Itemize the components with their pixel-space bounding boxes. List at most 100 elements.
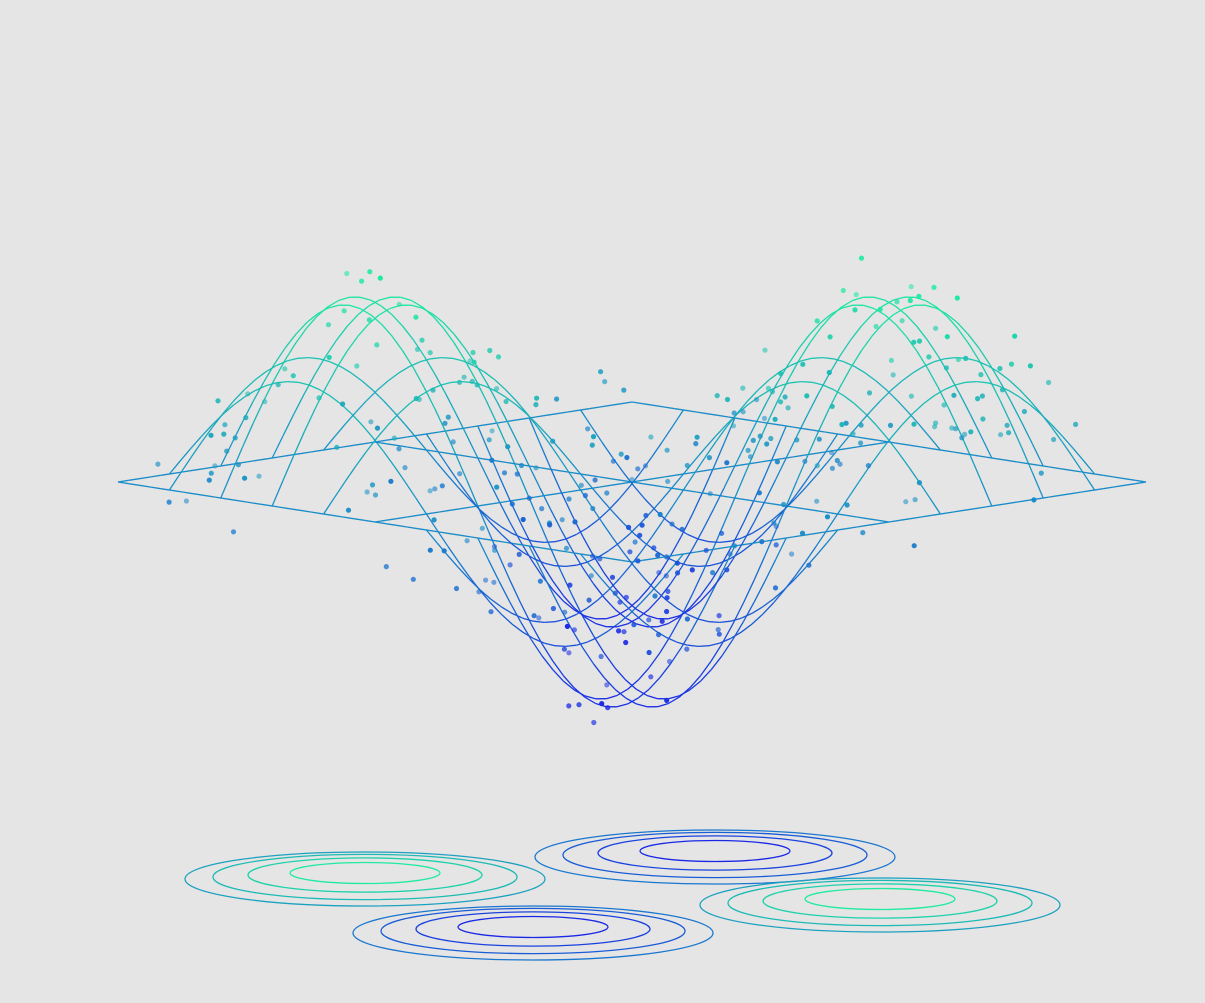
- scatter-point: [562, 609, 568, 615]
- wire-segment: [755, 401, 768, 423]
- wire-segment: [578, 553, 590, 556]
- wire-segment: [530, 559, 543, 577]
- wire-segment: [374, 441, 386, 445]
- wire-segment: [372, 437, 385, 452]
- wire-segment: [937, 387, 950, 410]
- wire-segment: [511, 543, 524, 553]
- scatter-point: [959, 435, 965, 441]
- scatter-point: [635, 466, 641, 472]
- wire-segment: [560, 571, 573, 596]
- wire-segment: [466, 480, 479, 507]
- wire-segment: [905, 314, 918, 327]
- wire-segment: [824, 529, 836, 533]
- wire-segment: [464, 359, 477, 381]
- wire-segment: [306, 313, 318, 324]
- wire-segment: [528, 465, 541, 489]
- scatter-point: [816, 436, 822, 442]
- wire-segment: [672, 553, 684, 568]
- wire-segment: [530, 543, 543, 565]
- wire-segment: [1049, 466, 1061, 470]
- scatter-point: [814, 498, 820, 504]
- wire-segment: [922, 395, 935, 405]
- scatter-point: [998, 432, 1004, 438]
- wire-segment: [969, 455, 982, 481]
- wire-segment: [490, 518, 502, 528]
- scatter-point: [646, 617, 652, 623]
- wire-segment: [702, 547, 714, 573]
- wire-segment: [999, 381, 1012, 403]
- scatter-point: [858, 422, 864, 428]
- wire-segment: [863, 304, 875, 310]
- wireframe-group: [117, 296, 1147, 708]
- scatter-point: [479, 525, 485, 531]
- wire-segment: [666, 636, 678, 643]
- wire-segment: [1061, 441, 1074, 459]
- wire-segment: [856, 516, 868, 520]
- wire-segment: [875, 380, 888, 391]
- wire-segment: [273, 359, 286, 381]
- wire-segment: [1008, 390, 1020, 398]
- wire-segment: [616, 688, 629, 697]
- scatter-point: [155, 461, 161, 467]
- wire-segment: [644, 578, 657, 591]
- wire-segment: [698, 645, 710, 648]
- wire-segment: [273, 347, 286, 365]
- wire-segment: [803, 533, 815, 536]
- wire-segment: [817, 408, 830, 433]
- wire-segment: [762, 522, 774, 535]
- wire-segment: [614, 688, 627, 699]
- wire-segment: [749, 461, 761, 465]
- wire-segment: [1040, 413, 1053, 428]
- wire-segment: [923, 361, 935, 368]
- wire-segment: [303, 408, 316, 433]
- wire-segment: [235, 499, 247, 503]
- scatter-point: [839, 421, 845, 428]
- wire-segment: [721, 639, 734, 657]
- scatter-point: [430, 387, 436, 393]
- wire-segment: [1038, 496, 1050, 500]
- scatter-point: [789, 551, 795, 557]
- wire-segment: [942, 449, 954, 453]
- wire-segment: [730, 537, 742, 542]
- scatter-point: [715, 627, 721, 633]
- wire-segment: [717, 466, 729, 470]
- wire-segment: [625, 697, 637, 705]
- wire-segment: [603, 572, 616, 589]
- wire-segment: [359, 307, 372, 316]
- wire-segment: [668, 615, 680, 620]
- wire-segment: [953, 451, 965, 455]
- wire-segment: [582, 647, 595, 665]
- wire-segment: [669, 615, 682, 637]
- wire-segment: [378, 307, 391, 316]
- wire-segment: [717, 546, 729, 550]
- wire-segment: [807, 393, 819, 415]
- wire-segment: [691, 609, 704, 631]
- wire-segment: [1031, 443, 1044, 467]
- wire-segment: [910, 444, 922, 448]
- wire-segment: [482, 423, 493, 426]
- wire-segment: [398, 403, 410, 415]
- wire-segment: [642, 478, 654, 481]
- wire-segment: [734, 443, 747, 467]
- scatter-point: [488, 609, 494, 615]
- wire-segment: [813, 429, 825, 433]
- wire-segment: [387, 372, 399, 382]
- contour-line: [699, 877, 1061, 933]
- wire-segment: [323, 436, 335, 451]
- scatter-point: [761, 415, 768, 421]
- scatter-point: [616, 628, 622, 634]
- wire-segment: [985, 456, 997, 460]
- scatter-point: [183, 498, 189, 504]
- scatter-point: [208, 470, 214, 476]
- scatter-point: [716, 613, 722, 619]
- wire-segment: [149, 474, 161, 478]
- wire-segment: [693, 457, 706, 475]
- wire-segment: [552, 589, 564, 602]
- wire-segment: [621, 401, 633, 405]
- wire-segment: [691, 571, 704, 596]
- wire-segment: [935, 306, 948, 317]
- scatter-point: [843, 420, 849, 426]
- scatter-point: [782, 394, 788, 400]
- wire-segment: [473, 364, 485, 373]
- wire-segment: [702, 467, 714, 493]
